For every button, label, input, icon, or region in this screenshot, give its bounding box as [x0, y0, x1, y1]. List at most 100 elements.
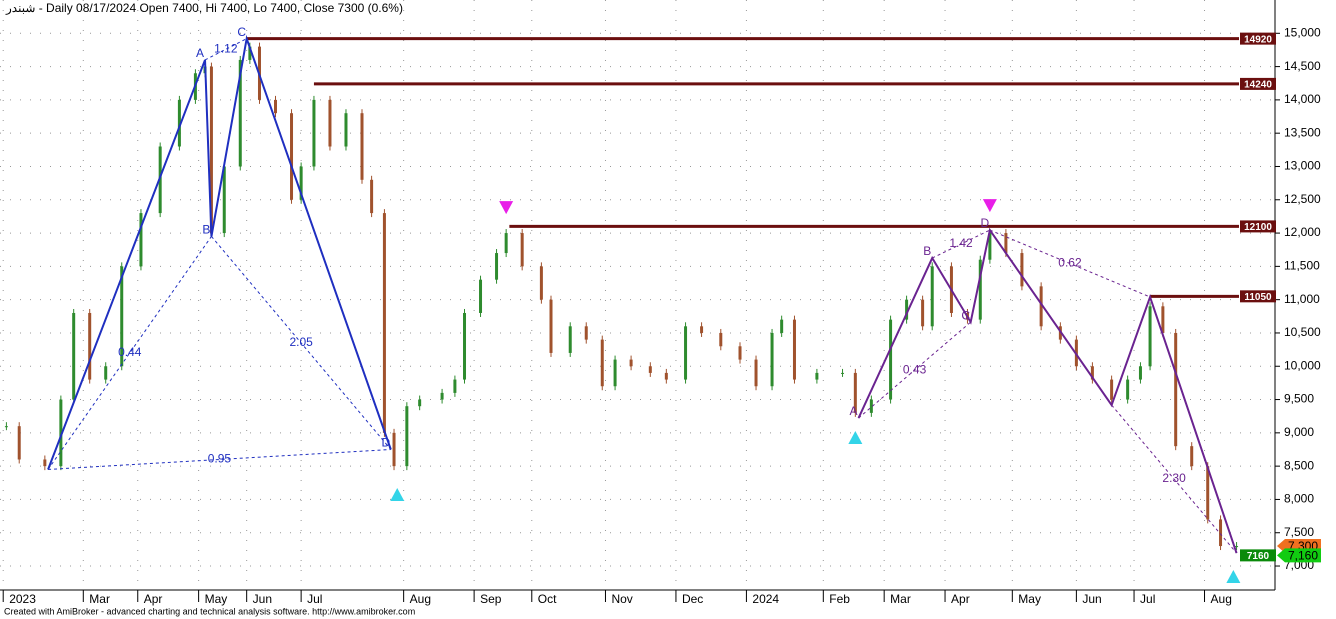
x-tick-label: Nov: [611, 592, 632, 606]
candle: [600, 339, 604, 387]
candle: [59, 399, 63, 467]
candle: [1206, 466, 1210, 520]
y-tick-label: 12,500: [1284, 192, 1321, 206]
candle: [549, 299, 553, 353]
pattern-point-label: C: [961, 308, 970, 322]
pattern-point-label: A: [850, 404, 858, 418]
candle: [290, 113, 294, 200]
x-tick-label: Apr: [951, 592, 970, 606]
ratio-line: [989, 229, 1151, 298]
x-tick-label: Jul: [1140, 592, 1155, 606]
x-tick-label: Aug: [1211, 592, 1232, 606]
x-tick-label: Mar: [890, 592, 911, 606]
pattern-point-label: D: [381, 436, 390, 450]
y-tick-label: 9,000: [1284, 425, 1314, 439]
candle: [889, 319, 893, 400]
candle: [1148, 306, 1152, 367]
ratio-line: [1111, 404, 1237, 554]
level-label: 7160: [1247, 551, 1270, 562]
candle: [770, 332, 774, 387]
candle: [405, 406, 409, 467]
candle: [921, 299, 925, 327]
candle: [440, 392, 444, 400]
candle: [738, 346, 742, 360]
x-tick-label: Apr: [144, 592, 163, 606]
y-tick-label: 10,000: [1284, 358, 1321, 372]
candle: [754, 359, 758, 387]
candle: [328, 99, 332, 147]
x-tick-label: Feb: [829, 592, 850, 606]
ratio-label: 0.43: [903, 362, 927, 376]
x-tick-label: Aug: [410, 592, 431, 606]
ratio-label: 1.42: [949, 236, 973, 250]
candle: [1004, 233, 1008, 254]
candle: [815, 372, 819, 380]
candle: [139, 213, 143, 267]
candle: [453, 379, 457, 393]
footer: Created with AmiBroker - advanced charti…: [4, 606, 415, 616]
y-tick-label: 13,000: [1284, 159, 1321, 173]
candle: [104, 366, 108, 380]
candle: [72, 312, 76, 400]
ratio-label: 1.12: [214, 41, 238, 55]
x-tick-label: Oct: [538, 592, 557, 606]
x-tick-label: May: [1018, 592, 1041, 606]
pattern-point-label: B: [923, 244, 931, 258]
candle: [120, 266, 124, 367]
candle: [905, 299, 909, 320]
price-label-box: [1277, 548, 1321, 563]
candle: [700, 326, 704, 333]
candle: [568, 326, 572, 353]
level-label: 11050: [1244, 292, 1272, 303]
y-tick-label: 9,500: [1284, 392, 1314, 406]
signal-up: [848, 431, 863, 445]
level-label-box: [1240, 32, 1276, 45]
candle: [418, 399, 422, 407]
candle: [792, 319, 796, 380]
ratio-label: 0.44: [118, 345, 142, 359]
candle: [648, 366, 652, 373]
candle: [4, 426, 8, 428]
level-label-box: [1240, 549, 1276, 562]
x-tick-label: Dec: [682, 592, 703, 606]
candle: [17, 426, 21, 460]
candle: [248, 46, 252, 60]
candle: [463, 312, 467, 380]
candle: [392, 432, 396, 467]
y-tick-label: 8,000: [1284, 492, 1314, 506]
candle: [299, 166, 303, 200]
candle: [479, 279, 483, 313]
ratio-label: 2.05: [289, 335, 313, 349]
y-tick-label: 12,000: [1284, 225, 1321, 239]
candle: [1090, 366, 1094, 380]
candle: [629, 359, 633, 367]
candle: [495, 253, 499, 280]
candle: [978, 259, 982, 320]
candle: [1174, 332, 1178, 447]
candle: [158, 146, 162, 214]
candle: [1020, 253, 1024, 287]
ratio-line: [211, 236, 392, 450]
ratio-label: 0.95: [208, 452, 232, 466]
x-tick-label: Mar: [89, 592, 110, 606]
y-tick-label: 14,000: [1284, 92, 1321, 106]
ratio-label: 2.30: [1162, 471, 1186, 485]
candle: [988, 233, 992, 260]
candle: [504, 233, 508, 254]
chart-title: شبندر - Daily 08/17/2024 Open 7400, Hi 7…: [5, 1, 403, 15]
candle: [344, 113, 348, 147]
candle: [930, 266, 934, 327]
signal-up: [1226, 570, 1241, 584]
candle: [43, 459, 47, 467]
level-label: 12100: [1244, 222, 1272, 233]
candle: [370, 179, 374, 214]
candle: [664, 372, 668, 380]
candle: [841, 372, 845, 374]
candle: [684, 326, 688, 380]
candle: [274, 99, 278, 114]
candle: [719, 332, 723, 347]
ratio-line: [932, 229, 991, 259]
x-tick-label: 2024: [752, 592, 779, 606]
candle: [1126, 379, 1130, 400]
